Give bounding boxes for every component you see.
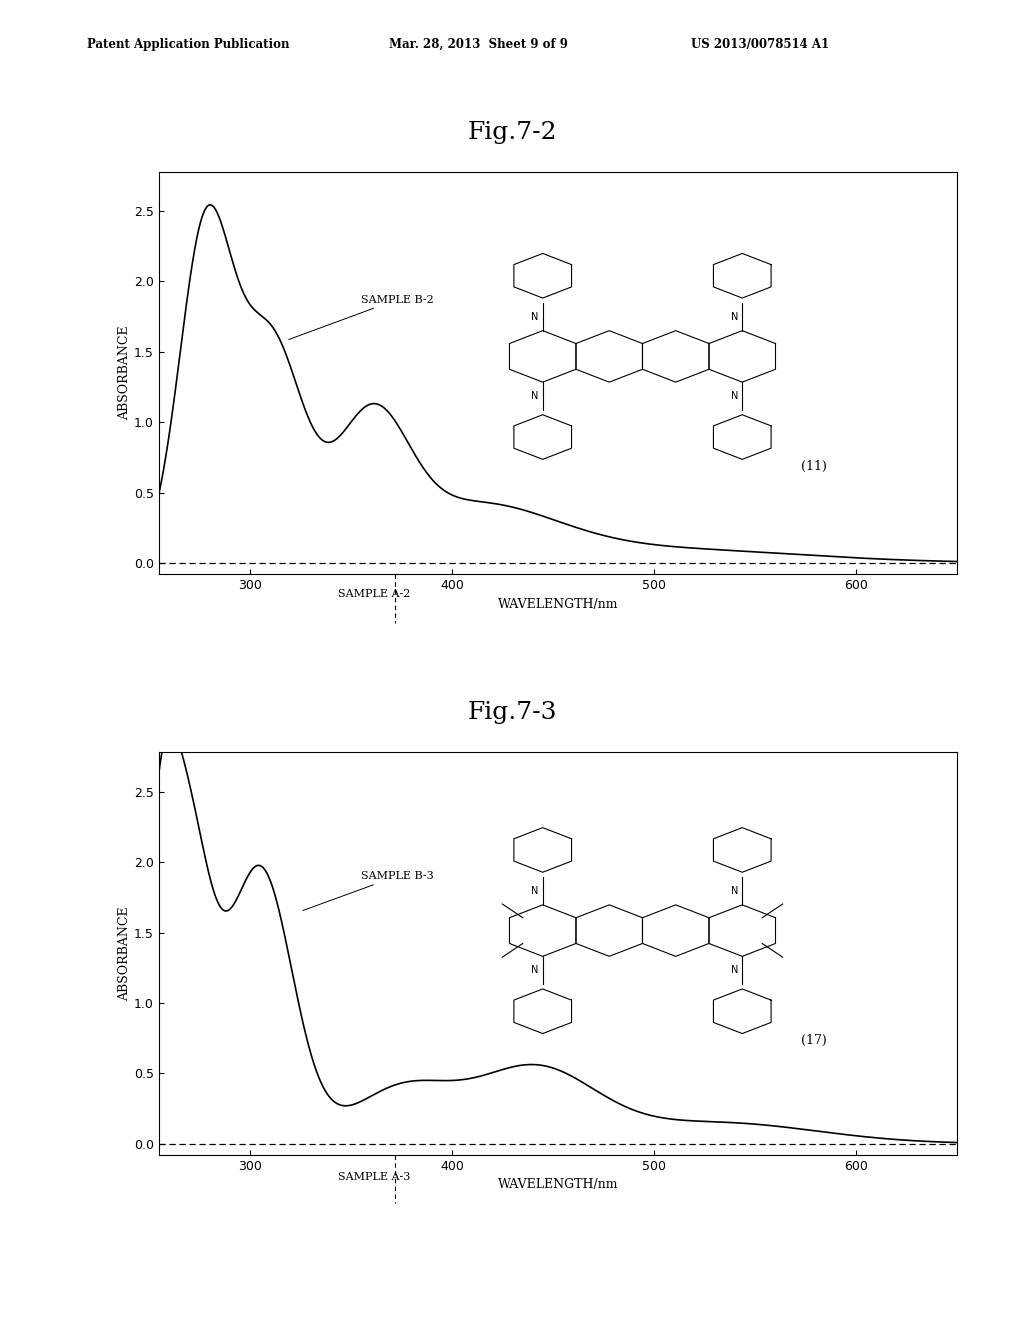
X-axis label: WAVELENGTH/nm: WAVELENGTH/nm [498, 1179, 618, 1192]
Text: N: N [731, 965, 738, 975]
Text: SAMPLE A-2: SAMPLE A-2 [338, 589, 410, 599]
Text: N: N [731, 886, 738, 896]
Text: US 2013/0078514 A1: US 2013/0078514 A1 [691, 37, 829, 50]
Text: N: N [731, 312, 738, 322]
Text: (17): (17) [801, 1034, 827, 1047]
Y-axis label: ABSORBANCE: ABSORBANCE [118, 907, 131, 1001]
Text: N: N [531, 312, 539, 322]
Text: SAMPLE B-3: SAMPLE B-3 [303, 871, 434, 911]
Text: SAMPLE A-3: SAMPLE A-3 [338, 1172, 410, 1183]
Text: Patent Application Publication: Patent Application Publication [87, 37, 290, 50]
Text: N: N [531, 886, 539, 896]
Text: N: N [531, 965, 539, 975]
Text: SAMPLE B-2: SAMPLE B-2 [289, 294, 434, 339]
X-axis label: WAVELENGTH/nm: WAVELENGTH/nm [498, 598, 618, 611]
Text: N: N [731, 391, 738, 401]
Text: (11): (11) [801, 459, 827, 473]
Text: Fig.7-2: Fig.7-2 [467, 120, 557, 144]
Text: Fig.7-3: Fig.7-3 [467, 701, 557, 725]
Text: N: N [531, 391, 539, 401]
Text: Mar. 28, 2013  Sheet 9 of 9: Mar. 28, 2013 Sheet 9 of 9 [389, 37, 568, 50]
Y-axis label: ABSORBANCE: ABSORBANCE [118, 326, 131, 420]
